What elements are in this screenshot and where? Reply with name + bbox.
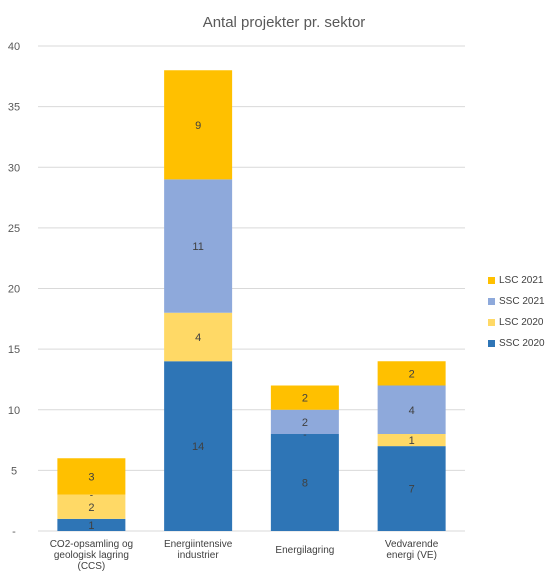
x-tick-label: Energilagring (275, 545, 334, 556)
x-tick-label: industrier (178, 550, 220, 561)
bar-segment (377, 434, 446, 447)
data-label: 1 (409, 435, 415, 447)
legend-label: LSC 2021 (499, 275, 544, 286)
bar-segment (164, 70, 233, 180)
legend-label: SSC 2021 (499, 296, 545, 307)
legend: LSC 2021 SSC 2021 LSC 2020 SSC 2020 (488, 270, 552, 354)
y-tick-label: 20 (8, 284, 20, 296)
data-label: 1 (88, 520, 94, 532)
data-label: 2 (302, 393, 308, 405)
y-tick-label: 25 (8, 223, 20, 235)
bar-segment (270, 409, 339, 434)
legend-item: LSC 2020 (488, 312, 552, 333)
bar-segment (57, 494, 126, 519)
chart-title: Antal projekter pr. sektor (203, 14, 366, 31)
data-label: 2 (302, 417, 308, 429)
y-tick-label: - (12, 526, 16, 538)
bar-segment (164, 312, 233, 362)
data-label: 7 (409, 484, 415, 496)
bar-segment (270, 385, 339, 410)
y-tick-label: 35 (8, 102, 20, 114)
legend-item: SSC 2020 (488, 333, 552, 354)
data-label: 3 (88, 471, 94, 483)
bar-segment (377, 446, 446, 531)
legend-label: LSC 2020 (499, 317, 544, 328)
legend-swatch (488, 277, 495, 284)
legend-swatch (488, 319, 495, 326)
bar-segment (270, 434, 339, 531)
legend-item: LSC 2021 (488, 270, 552, 291)
x-tick-label: energi (VE) (386, 550, 437, 561)
legend-label: SSC 2020 (499, 338, 545, 349)
data-label: 9 (195, 120, 201, 132)
x-tick-label: CO2-opsamling og (50, 539, 133, 550)
y-tick-label: 5 (11, 465, 17, 477)
bar-segment (57, 458, 126, 495)
data-label: 11 (192, 241, 203, 253)
bar-segment (377, 361, 446, 386)
x-tick-label: (CCS) (77, 561, 105, 572)
y-tick-label: 10 (8, 405, 20, 417)
legend-swatch (488, 340, 495, 347)
data-label: - (90, 491, 93, 502)
data-label: 4 (195, 332, 201, 344)
data-label: 2 (88, 502, 94, 514)
data-label: 14 (192, 441, 204, 453)
y-tick-label: 40 (8, 41, 20, 53)
bar-segment (164, 361, 233, 531)
bar-segment (164, 179, 233, 313)
data-label: 8 (302, 478, 308, 490)
x-tick-label: Vedvarende (385, 539, 439, 550)
data-label: - (303, 430, 306, 441)
bar-segment (57, 518, 126, 531)
y-tick-label: 30 (8, 162, 20, 174)
data-label: 2 (409, 368, 415, 380)
legend-item: SSC 2021 (488, 291, 552, 312)
x-tick-label: Energiintensive (164, 539, 233, 550)
legend-swatch (488, 298, 495, 305)
bar-segment (377, 385, 446, 434)
x-tick-label: geologisk lagring (54, 550, 129, 561)
data-label: 4 (409, 405, 415, 417)
y-tick-label: 15 (8, 344, 20, 356)
